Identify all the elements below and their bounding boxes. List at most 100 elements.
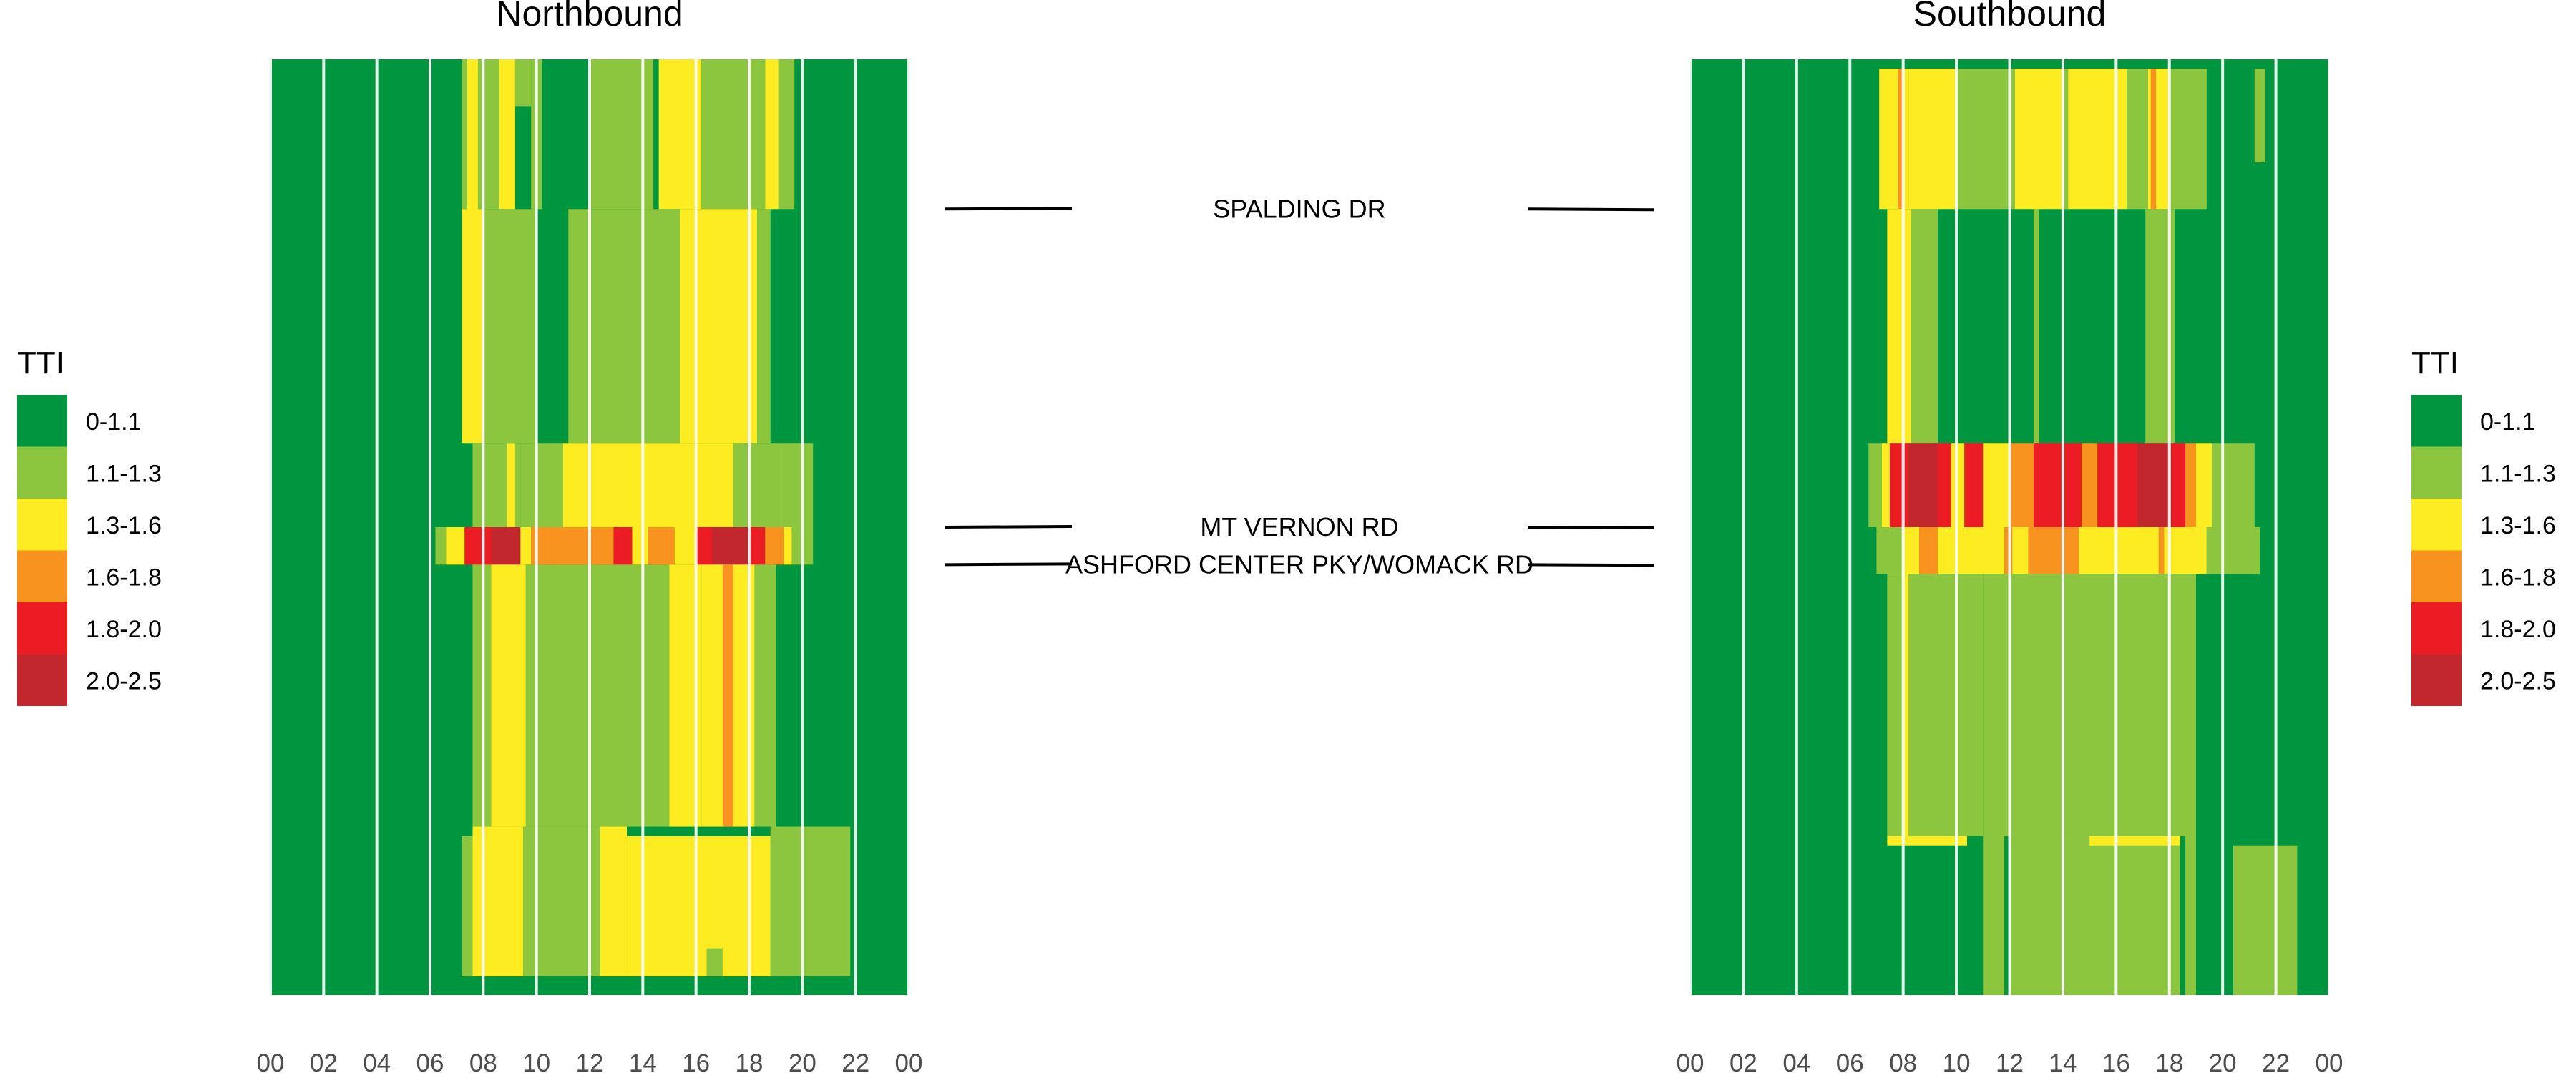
- legend-right-swatch: [2411, 395, 2462, 447]
- northbound-heat-cell: [701, 59, 766, 210]
- southbound-heat-cell: [2172, 443, 2186, 527]
- northbound-heat-cell: [435, 527, 447, 565]
- northbound-heat-cell: [547, 826, 600, 976]
- northbound-heat-cell: [722, 564, 733, 827]
- northbound-heat-cell: [483, 209, 537, 444]
- legend-left: TTI 0-1.1 1.1-1.3 1.3-1.6 1.6-1.8 1.8-2.0 2.0-…: [17, 346, 162, 706]
- legend-left-item-label: 1.6-1.8: [86, 564, 162, 592]
- southbound-heat-cell: [2164, 527, 2207, 574]
- southbound-heat-cell: [2079, 527, 2159, 574]
- legend-right-item-label: 1.1-1.3: [2480, 461, 2556, 488]
- legend-right-swatch: [2411, 446, 2462, 499]
- northbound-x-tick-label: 16: [682, 1049, 710, 1073]
- southbound-heat-cell: [1983, 443, 2010, 527]
- northbound-heat-cell: [770, 826, 851, 976]
- northbound-heat-cell: [781, 443, 814, 527]
- southbound-x-tick-label: 00: [1677, 1049, 1704, 1073]
- northbound-heat-cell: [464, 527, 473, 565]
- northbound-x-tick-label: 00: [257, 1049, 285, 1073]
- landmark-label: MT VERNON RD: [1200, 512, 1398, 542]
- northbound-heat-cell: [462, 209, 484, 444]
- southbound-heat-cell: [2233, 845, 2298, 995]
- southbound-heat-cell: [2012, 527, 2029, 574]
- northbound-heat-cell: [696, 527, 712, 565]
- southbound-heat-cell: [2081, 443, 2098, 527]
- legend-left-item-label: 1.3-1.6: [86, 512, 162, 539]
- southbound-heat-cell: [1938, 527, 2005, 574]
- northbound-heat-cell: [499, 59, 515, 210]
- northbound-heat-cell: [507, 443, 515, 527]
- northbound-heat-cell: [514, 59, 532, 107]
- landmark-label: SPALDING DR: [1213, 194, 1385, 223]
- northbound-x-tick-label: 12: [576, 1049, 604, 1073]
- southbound-heat-cell: [1983, 574, 2196, 836]
- landmark-connector-right: [1527, 207, 1655, 212]
- legend-right-item-label: 2.0-2.5: [2480, 668, 2556, 695]
- northbound-heat-cell: [648, 527, 675, 565]
- northbound-x-tick-label: 00: [895, 1049, 923, 1073]
- legend-right-item-label: 1.6-1.8: [2480, 564, 2556, 592]
- southbound-heat-cell: [2062, 69, 2069, 210]
- southbound-heat-cell: [2169, 69, 2207, 210]
- southbound-heat-cell: [1983, 836, 2005, 995]
- northbound-heat-cell: [446, 527, 465, 565]
- legend-right-item-label: 1.8-2.0: [2480, 616, 2556, 643]
- northbound-x-tick-label: 06: [416, 1049, 444, 1073]
- northbound-x-tick-label: 18: [736, 1049, 763, 1073]
- southbound-heat-cell: [2254, 69, 2265, 162]
- northbound-heat-cell: [627, 836, 771, 976]
- southbound-heat-cell: [1868, 443, 1882, 527]
- southbound-x-tick-label: 04: [1782, 1049, 1810, 1073]
- southbound-x-tick-label: 20: [2209, 1049, 2237, 1073]
- landmark-connector-left: [944, 525, 1073, 529]
- northbound-heat-cell: [462, 836, 473, 976]
- southbound-x-tick-label: 12: [1996, 1049, 2024, 1073]
- northbound-heat-cell: [525, 564, 670, 827]
- southbound-x-tick-label: 06: [1836, 1049, 1864, 1073]
- southbound-heat-cell: [1887, 836, 1967, 846]
- northbound-heat-cell: [680, 209, 758, 444]
- northbound-heat-cell: [491, 527, 521, 565]
- southbound-heat-cell: [1876, 527, 1903, 574]
- northbound-x-tick-label: 08: [469, 1049, 497, 1073]
- legend-left-swatch: [17, 550, 67, 602]
- southbound-heat-cell: [1911, 209, 1938, 444]
- southbound-heat-cell: [1887, 574, 1984, 836]
- northbound-heat-cell: [531, 527, 552, 565]
- legend-left-swatch: [17, 654, 67, 706]
- legend-left-item-label: 1.8-2.0: [86, 616, 162, 643]
- southbound-heat-cell: [2009, 443, 2034, 527]
- northbound-heat-cell: [613, 527, 633, 565]
- northbound-heat-cell: [674, 527, 696, 565]
- southbound-heat-cell: [2014, 69, 2127, 210]
- legend-right: TTI 0-1.1 1.1-1.3 1.3-1.6 1.6-1.8 1.8-2.0 2.0-…: [2411, 346, 2556, 706]
- northbound-heat-cell: [784, 527, 792, 565]
- northbound-heat-cell: [520, 443, 563, 527]
- northbound-title: Northbound: [496, 0, 683, 34]
- legend-left-swatch: [17, 602, 67, 655]
- northbound-x-tick-label: 04: [363, 1049, 391, 1073]
- northbound-x-tick-label: 22: [841, 1049, 869, 1073]
- southbound-heat-cell: [2150, 69, 2157, 210]
- northbound-heat-cell: [562, 443, 733, 527]
- southbound-heat-cell: [2185, 836, 2196, 995]
- legend-left-item-label: 2.0-2.5: [86, 668, 162, 695]
- legend-right-swatch: [2411, 499, 2462, 551]
- southbound-heat-cell: [2009, 836, 2180, 995]
- southbound-heat-cell: [2195, 443, 2212, 527]
- landmark-label: ASHFORD CENTER PKY/WOMACK RD: [1065, 549, 1533, 579]
- southbound-heat-cell: [1898, 69, 1903, 210]
- northbound-heat-cell: [520, 527, 532, 565]
- northbound-heat-cell: [632, 527, 648, 565]
- southbound-heat-cell: [2028, 527, 2079, 574]
- southbound-x-tick-label: 22: [2262, 1049, 2290, 1073]
- northbound-heat-cell: [653, 59, 659, 210]
- legend-left-title: TTI: [17, 346, 64, 381]
- legend-left-swatch: [17, 499, 67, 551]
- northbound-heat-cell: [749, 527, 766, 565]
- legend-right-title: TTI: [2411, 346, 2459, 381]
- southbound-x-tick-label: 18: [2155, 1049, 2183, 1073]
- northbound-heat-cell: [658, 59, 702, 210]
- southbound-heat-cell: [2206, 527, 2260, 574]
